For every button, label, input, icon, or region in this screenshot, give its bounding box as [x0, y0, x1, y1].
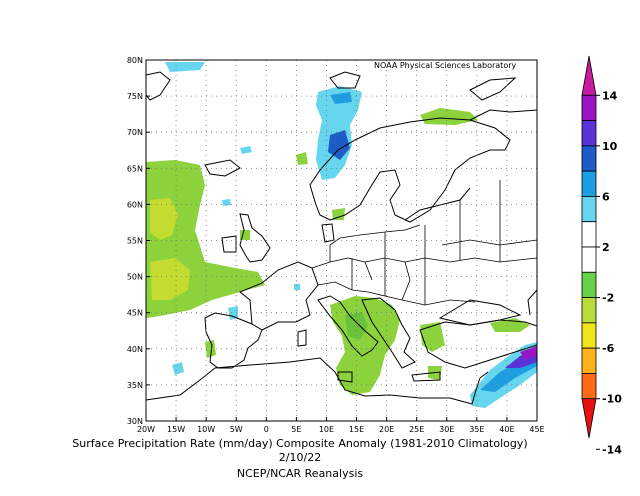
colorbar-segment — [581, 398, 597, 439]
colorbar-label: 10 — [602, 140, 618, 153]
colorbar-segment — [581, 246, 597, 273]
latitude-label: 35N — [127, 381, 143, 390]
caption-date: 2/10/22 — [278, 451, 322, 464]
longitude-labels: 20W 15W 10W 5W 0 5E 10E 15E 20E 25E 30E 35E 40E 45E — [137, 417, 545, 434]
colorbar-segment — [581, 271, 597, 298]
longitude-label: 0 — [264, 425, 269, 434]
colorbar-segment — [581, 322, 597, 349]
colorbar-label: -10 — [602, 393, 622, 406]
colorbar-segment — [581, 297, 597, 324]
longitude-label: 25E — [409, 425, 424, 434]
longitude-label: 15E — [349, 425, 364, 434]
colorbar-label: -6 — [602, 342, 615, 355]
lat-lon-gridlines — [146, 60, 537, 421]
colorbar-label: 6 — [602, 190, 610, 203]
latitude-label: 80N — [127, 56, 143, 65]
colorbar-label: -14 — [602, 443, 622, 456]
country-borders — [311, 180, 538, 306]
latitude-label: 50N — [127, 273, 143, 282]
latitude-labels: 80N 75N 70N 65N 60N 55N 50N 45N 40N 35N 30N — [127, 56, 150, 426]
caption-source: NCEP/NCAR Reanalysis — [236, 467, 364, 480]
latitude-label: 45N — [127, 309, 143, 318]
longitude-label: 20W — [137, 425, 155, 434]
colorbar-segment — [581, 170, 597, 197]
longitude-label: 35E — [469, 425, 484, 434]
latitude-label: 70N — [127, 128, 143, 137]
colorbar-label: -2 — [602, 292, 614, 305]
latitude-label: 65N — [127, 164, 143, 173]
latitude-label: 75N — [127, 92, 143, 101]
longitude-label: 10W — [197, 425, 215, 434]
colorbar-label: 2 — [602, 241, 610, 254]
longitude-label: 10E — [319, 425, 334, 434]
colorbar-segment — [581, 55, 597, 96]
anomaly-shading — [146, 62, 537, 408]
caption-title: Surface Precipitation Rate (mm/day) Comp… — [72, 437, 528, 450]
latitude-label: 60N — [127, 200, 143, 209]
colorbar-segment — [581, 196, 597, 223]
longitude-label: 20E — [379, 425, 394, 434]
colorbar-segment — [581, 94, 597, 121]
colorbar-segment — [581, 221, 597, 248]
longitude-label: 5E — [291, 425, 301, 434]
colorbar-segment — [581, 145, 597, 172]
longitude-label: 30E — [439, 425, 454, 434]
longitude-label: 45E — [529, 425, 544, 434]
coastlines — [145, 71, 538, 405]
latitude-label: 40N — [127, 345, 143, 354]
lab-label: NOAA Physical Sciences Laboratory — [372, 61, 519, 70]
colorbar-segment — [581, 347, 597, 374]
longitude-label: 5W — [230, 425, 243, 434]
colorbar-segment — [581, 373, 597, 400]
longitude-label: 15W — [167, 425, 185, 434]
colorbar-segment — [581, 120, 597, 147]
longitude-label: 40E — [499, 425, 514, 434]
colorbar: 14 10 6 2 -2 -6 -10 -14 — [581, 55, 622, 456]
latitude-label: 55N — [127, 237, 143, 246]
latitude-label: 30N — [127, 417, 143, 426]
colorbar-label: 14 — [602, 89, 618, 102]
